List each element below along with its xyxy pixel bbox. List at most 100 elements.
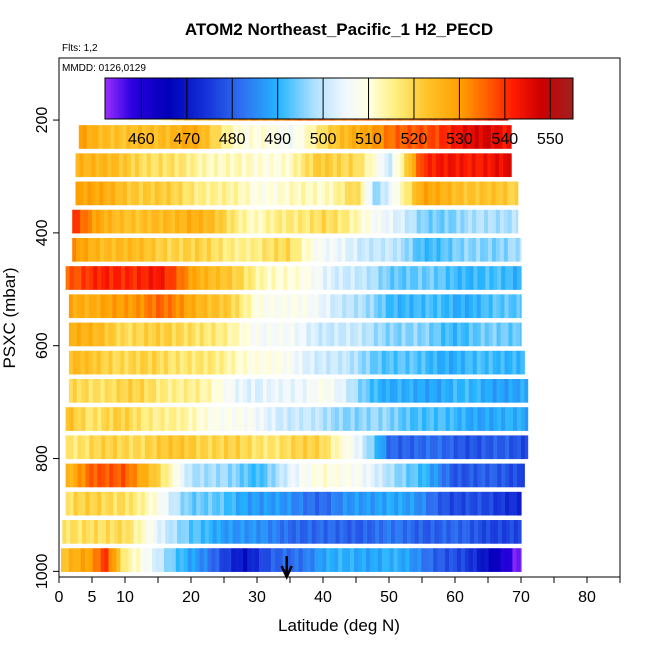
heatmap-cell (301, 237, 307, 262)
heatmap-cell (227, 322, 232, 347)
heatmap-cell (100, 378, 106, 403)
heatmap-cell (464, 294, 470, 319)
heatmap-cell (219, 548, 224, 572)
colorbar-swatch (189, 78, 194, 119)
heatmap-cell (235, 322, 240, 347)
heatmap-cell (291, 435, 296, 460)
heatmap-cell (409, 322, 415, 347)
heatmap-cell (371, 520, 376, 544)
heatmap-cell (443, 181, 449, 206)
heatmap-cell (492, 294, 498, 319)
heatmap-cell (247, 491, 253, 516)
heatmap-cell (424, 237, 430, 262)
heatmap-cell (263, 407, 269, 431)
heatmap-cell (112, 378, 118, 403)
heatmap-cell (69, 491, 75, 516)
heatmap-cell (121, 463, 126, 488)
heatmap-cell (306, 294, 312, 319)
heatmap-cell (270, 322, 276, 347)
heatmap-cell (491, 237, 497, 262)
heatmap-cell (73, 407, 79, 431)
heatmap-cell (398, 491, 403, 516)
heatmap-cell (148, 378, 153, 403)
heatmap-cell (401, 322, 407, 347)
heatmap-cell (208, 463, 213, 488)
heatmap-cell (429, 266, 435, 290)
heatmap-cell (444, 237, 449, 262)
colorbar-swatch (520, 78, 524, 119)
heatmap-cell (298, 350, 304, 375)
heatmap-cell (258, 237, 263, 262)
heatmap-cell (95, 181, 100, 206)
heatmap-cell (448, 237, 453, 262)
heatmap-cell (260, 520, 265, 544)
heatmap-cell (366, 407, 372, 431)
heatmap-cell (386, 463, 391, 488)
heatmap-cell (194, 153, 199, 178)
heatmap-cell (146, 153, 152, 178)
heatmap-cell (251, 491, 257, 516)
heatmap-cell (361, 378, 367, 403)
heatmap-cell (414, 407, 419, 431)
heatmap-cell (183, 350, 189, 375)
heatmap-cell (224, 520, 230, 544)
heatmap-cell (511, 209, 517, 234)
heatmap-cell (341, 237, 347, 262)
heatmap-cell (469, 435, 475, 460)
heatmap-cell (275, 407, 281, 431)
heatmap-cell (271, 407, 277, 431)
heatmap-cell (497, 266, 502, 290)
heatmap-cell (239, 463, 245, 488)
heatmap-cell (476, 322, 482, 347)
heatmap-cell (267, 435, 273, 460)
x-tick-label: 0 (55, 589, 64, 606)
heatmap-cell (389, 322, 395, 347)
heatmap-cell (309, 153, 314, 178)
heatmap-cell (400, 181, 405, 206)
heatmap-cell (184, 407, 189, 431)
heatmap-cell (243, 491, 249, 516)
heatmap-cell (484, 294, 490, 319)
heatmap-cell (277, 153, 283, 178)
heatmap-cell (477, 266, 482, 290)
heatmap-cell (89, 463, 94, 488)
heatmap-cell (198, 181, 203, 206)
heatmap-cell (135, 209, 141, 234)
heatmap-cell (184, 266, 189, 290)
heatmap-cell (431, 125, 436, 149)
heatmap-cell (141, 520, 147, 544)
heatmap-cell (93, 407, 98, 431)
heatmap-cell (221, 125, 226, 149)
heatmap-cell (367, 125, 373, 149)
heatmap-cell (330, 350, 335, 375)
heatmap-cell (334, 378, 339, 403)
heatmap-cell (257, 153, 263, 178)
heatmap-cell (500, 294, 506, 319)
heatmap-cell (354, 350, 359, 375)
heatmap-cell (117, 520, 123, 544)
heatmap-cell (471, 153, 477, 178)
heatmap-cell (497, 435, 502, 460)
heatmap-cell (113, 435, 118, 460)
heatmap-cell (226, 209, 232, 234)
colorbar-swatch (265, 78, 270, 119)
heatmap-cell (262, 237, 267, 262)
heatmap-cell (469, 491, 475, 516)
heatmap-cell (207, 322, 213, 347)
heatmap-cell (326, 407, 332, 431)
heatmap-cell (136, 322, 141, 347)
heatmap-cell (395, 125, 401, 149)
heatmap-cell (484, 378, 490, 403)
heatmap-cell (212, 463, 217, 488)
heatmap-cell (466, 125, 472, 149)
heatmap-cell (212, 520, 218, 544)
heatmap-cell (148, 435, 154, 460)
heatmap-cell (131, 209, 137, 234)
heatmap-cell (437, 378, 442, 403)
heatmap-cell (350, 322, 355, 347)
heatmap-cell (369, 378, 375, 403)
heatmap-cell (516, 548, 521, 572)
heatmap-cell (220, 407, 225, 431)
heatmap-cell (179, 548, 185, 572)
